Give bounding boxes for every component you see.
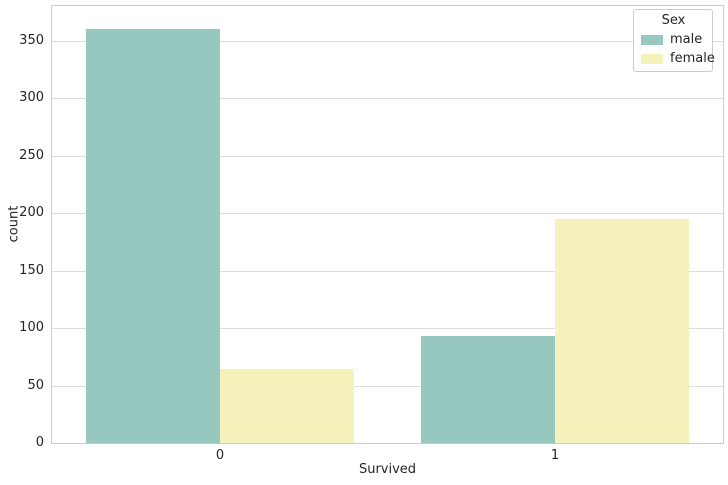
gridline-250 — [52, 156, 723, 157]
bar-female-survived-0 — [219, 369, 354, 443]
y-tick-label-0: 0 — [35, 435, 44, 450]
bar-female-survived-1 — [555, 218, 690, 443]
y-tick-label-200: 200 — [19, 205, 44, 220]
plot-area — [51, 5, 724, 444]
gridline-100 — [52, 328, 723, 329]
x-tick-label-0: 0 — [215, 448, 225, 463]
gridline-150 — [52, 271, 723, 272]
y-tick-label-350: 350 — [19, 33, 44, 48]
legend-swatch-male — [641, 34, 663, 45]
legend-label-female: female — [670, 51, 715, 66]
y-tick-label-100: 100 — [19, 320, 44, 335]
y-tick-label-300: 300 — [19, 90, 44, 105]
legend-label-male: male — [670, 32, 703, 47]
y-tick-label-250: 250 — [19, 148, 44, 163]
gridline-350 — [52, 41, 723, 42]
y-tick-label-50: 50 — [27, 378, 44, 393]
bar-male-survived-1 — [421, 336, 556, 443]
legend-items: male female — [641, 32, 715, 66]
legend-item-male: male — [641, 32, 706, 47]
gridline-300 — [52, 98, 723, 99]
legend-title: Sex — [661, 13, 686, 28]
y-tick-label-150: 150 — [19, 263, 44, 278]
x-tick-label-1: 1 — [550, 448, 560, 463]
gridline-200 — [52, 213, 723, 214]
bar-male-survived-0 — [85, 29, 220, 443]
x-axis-label: Survived — [358, 462, 417, 477]
legend: Sex male female — [633, 9, 715, 72]
gridline-50 — [52, 386, 723, 387]
legend-swatch-female — [641, 53, 663, 64]
legend-item-female: female — [641, 51, 715, 66]
